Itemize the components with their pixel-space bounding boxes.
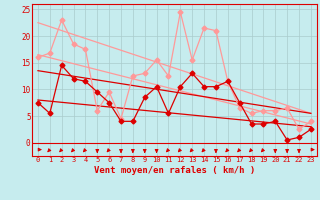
X-axis label: Vent moyen/en rafales ( km/h ): Vent moyen/en rafales ( km/h ) xyxy=(94,166,255,175)
